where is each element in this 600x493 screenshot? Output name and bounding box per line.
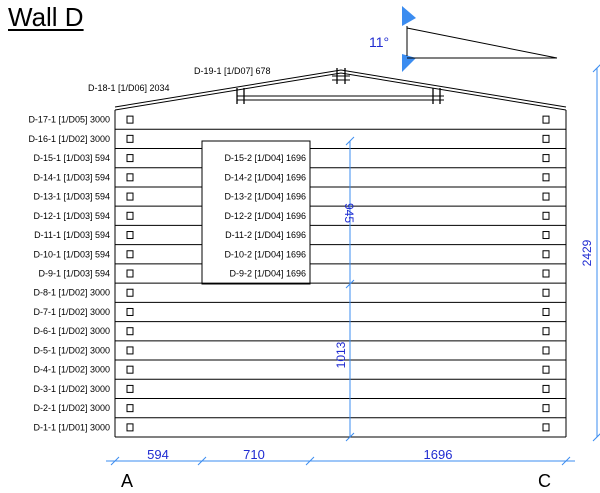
corner-notch-left bbox=[126, 250, 134, 259]
corner-notch-right bbox=[542, 269, 550, 278]
log-label: D-10-1 [1/D03] 594 bbox=[33, 249, 110, 259]
corner-label-a: A bbox=[121, 471, 133, 491]
log-label: D-8-1 [1/D02] 3000 bbox=[33, 288, 110, 298]
log-label: D-3-1 [1/D02] 3000 bbox=[33, 384, 110, 394]
corner-notch-right bbox=[542, 307, 550, 316]
corner-notch-left bbox=[126, 154, 134, 163]
corner-notch-left bbox=[126, 346, 134, 355]
corner-notch-right bbox=[542, 423, 550, 432]
corner-notch-left bbox=[126, 134, 134, 143]
corner-notch-left bbox=[126, 231, 134, 240]
roof-angle-label: 11° bbox=[369, 34, 389, 50]
corner-notch-left bbox=[126, 365, 134, 374]
angle-arrow-bottom bbox=[402, 54, 416, 72]
gable-log-label-d19: D-19-1 [1/D07] 678 bbox=[194, 66, 271, 76]
corner-notch-right bbox=[542, 154, 550, 163]
drawing-title: Wall D bbox=[8, 2, 84, 32]
corner-notch-right bbox=[542, 231, 550, 240]
log-label: D-9-1 [1/D03] 594 bbox=[38, 269, 110, 279]
log-label: D-4-1 [1/D02] 3000 bbox=[33, 365, 110, 375]
log-label-right: D-15-2 [1/D04] 1696 bbox=[224, 153, 306, 163]
corner-notch-left bbox=[126, 211, 134, 220]
corner-notch-right bbox=[542, 346, 550, 355]
corner-notch-left bbox=[126, 327, 134, 336]
corner-notch-right bbox=[542, 365, 550, 374]
log-label: D-13-1 [1/D03] 594 bbox=[33, 192, 110, 202]
bottom-dimension-2: 710 bbox=[243, 447, 265, 462]
corner-notch-left bbox=[126, 288, 134, 297]
corner-notch-right bbox=[542, 134, 550, 143]
bottom-dimension-1: 594 bbox=[147, 447, 169, 462]
log-label-right: D-12-2 [1/D04] 1696 bbox=[224, 211, 306, 221]
corner-label-c: C bbox=[538, 471, 551, 491]
corner-notch-left bbox=[126, 384, 134, 393]
log-label: D-7-1 [1/D02] 3000 bbox=[33, 307, 110, 317]
corner-notch-right bbox=[542, 173, 550, 182]
total-height-dimension: 2429 bbox=[580, 239, 594, 266]
log-label: D-12-1 [1/D03] 594 bbox=[33, 211, 110, 221]
corner-notch-left bbox=[126, 173, 134, 182]
log-label-right: D-13-2 [1/D04] 1696 bbox=[224, 192, 306, 202]
log-label-right: D-11-2 [1/D04] 1696 bbox=[225, 230, 306, 240]
log-rows: D-17-1 [1/D05] 3000 D-16-1 [1/D02] 3000 D-… bbox=[28, 115, 566, 432]
corner-notch-right bbox=[542, 288, 550, 297]
corner-notch-left bbox=[126, 115, 134, 124]
corner-notch-left bbox=[126, 404, 134, 413]
log-label: D-17-1 [1/D05] 3000 bbox=[28, 115, 110, 125]
log-label: D-2-1 [1/D02] 3000 bbox=[33, 403, 110, 413]
corner-notch-right bbox=[542, 384, 550, 393]
corner-notch-right bbox=[542, 250, 550, 259]
log-label: D-5-1 [1/D02] 3000 bbox=[33, 345, 110, 355]
opening-height-dimension: 945 bbox=[342, 203, 356, 223]
roof-angle-indicator bbox=[402, 6, 558, 72]
corner-notch-right bbox=[542, 115, 550, 124]
log-label: D-11-1 [1/D03] 594 bbox=[34, 230, 110, 240]
log-label: D-15-1 [1/D03] 594 bbox=[33, 153, 110, 163]
log-label: D-14-1 [1/D03] 594 bbox=[33, 172, 110, 182]
gable-joint-markers bbox=[236, 68, 441, 104]
gable-log-label-d18: D-18-1 [1/D06] 2034 bbox=[88, 83, 170, 93]
window-opening bbox=[201, 140, 311, 285]
log-label: D-1-1 [1/D01] 3000 bbox=[33, 422, 110, 432]
corner-notch-left bbox=[126, 307, 134, 316]
log-label-right: D-9-2 [1/D04] 1696 bbox=[229, 269, 306, 279]
sill-height-dimension: 1013 bbox=[334, 341, 348, 368]
corner-notch-right bbox=[542, 404, 550, 413]
corner-notch-left bbox=[126, 423, 134, 432]
corner-notch-left bbox=[126, 192, 134, 201]
corner-notch-left bbox=[126, 269, 134, 278]
bottom-dimension-3: 1696 bbox=[424, 447, 453, 462]
log-label-right: D-14-2 [1/D04] 1696 bbox=[224, 172, 306, 182]
log-label: D-6-1 [1/D02] 3000 bbox=[33, 326, 110, 336]
log-label: D-16-1 [1/D02] 3000 bbox=[28, 134, 110, 144]
angle-arrow-top bbox=[402, 6, 416, 26]
dimension-lines bbox=[106, 64, 600, 466]
wall-outline bbox=[114, 110, 567, 438]
corner-notch-right bbox=[542, 211, 550, 220]
corner-notch-right bbox=[542, 327, 550, 336]
gable bbox=[114, 68, 567, 111]
log-label-right: D-10-2 [1/D04] 1696 bbox=[224, 249, 306, 259]
corner-notch-right bbox=[542, 192, 550, 201]
